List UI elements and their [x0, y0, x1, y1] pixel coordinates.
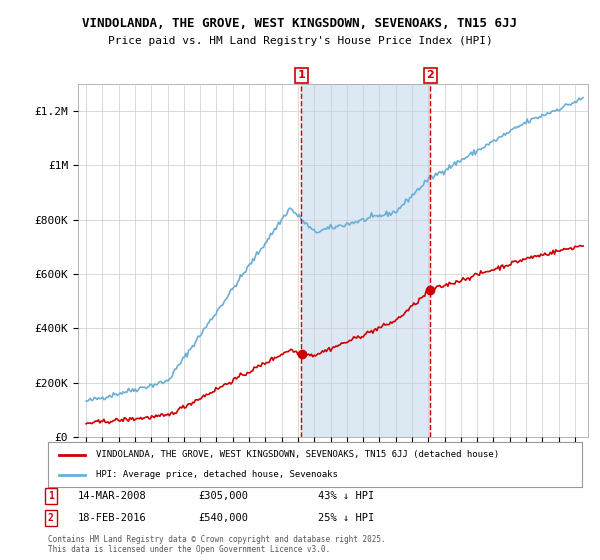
- Text: Contains HM Land Registry data © Crown copyright and database right 2025.
This d: Contains HM Land Registry data © Crown c…: [48, 535, 386, 554]
- Text: 25% ↓ HPI: 25% ↓ HPI: [318, 513, 374, 523]
- Text: Price paid vs. HM Land Registry's House Price Index (HPI): Price paid vs. HM Land Registry's House …: [107, 36, 493, 46]
- Text: 2: 2: [48, 513, 54, 523]
- Text: 18-FEB-2016: 18-FEB-2016: [78, 513, 147, 523]
- Text: £540,000: £540,000: [198, 513, 248, 523]
- Text: 1: 1: [298, 71, 305, 81]
- Text: 1: 1: [48, 491, 54, 501]
- Bar: [301, 84, 430, 437]
- Text: VINDOLANDA, THE GROVE, WEST KINGSDOWN, SEVENOAKS, TN15 6JJ: VINDOLANDA, THE GROVE, WEST KINGSDOWN, S…: [83, 17, 517, 30]
- Text: HPI: Average price, detached house, Sevenoaks: HPI: Average price, detached house, Seve…: [96, 470, 338, 479]
- Text: 43% ↓ HPI: 43% ↓ HPI: [318, 491, 374, 501]
- Text: £305,000: £305,000: [198, 491, 248, 501]
- Text: 14-MAR-2008: 14-MAR-2008: [78, 491, 147, 501]
- Text: 2: 2: [427, 71, 434, 81]
- Text: VINDOLANDA, THE GROVE, WEST KINGSDOWN, SEVENOAKS, TN15 6JJ (detached house): VINDOLANDA, THE GROVE, WEST KINGSDOWN, S…: [96, 450, 499, 459]
